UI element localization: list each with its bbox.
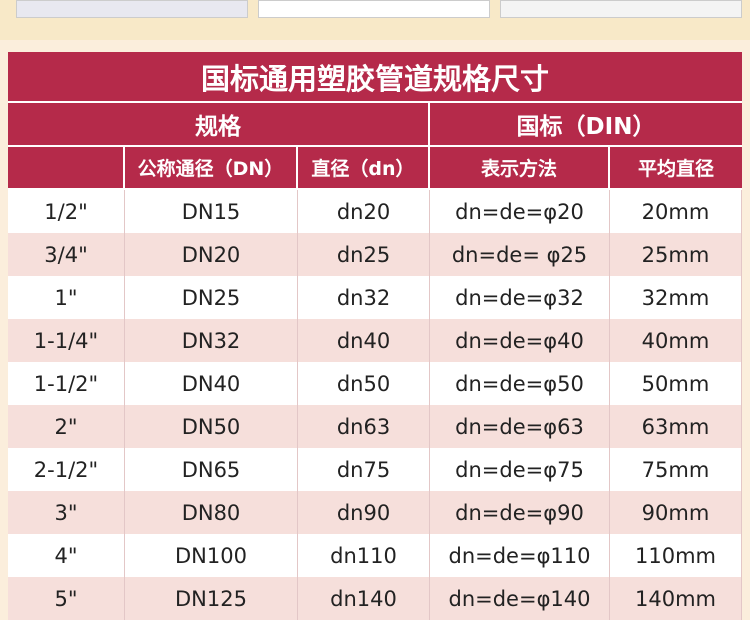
table-row: 1-1/2" DN40 dn50 dn=de=φ50 50mm: [8, 362, 742, 405]
table-cell: 5": [8, 577, 125, 620]
table-cell: dn90: [298, 491, 430, 534]
table-row: 2-1/2" DN65 dn75 dn=de=φ75 75mm: [8, 448, 742, 491]
table-cell: dn140: [298, 577, 430, 620]
image-strip: [0, 0, 750, 40]
table-cell: 1/2": [8, 190, 125, 233]
table-cell: DN50: [125, 405, 298, 448]
thumbnail: [16, 0, 248, 18]
table-cell: DN125: [125, 577, 298, 620]
table-cell: 90mm: [610, 491, 742, 534]
table-cell: dn=de=φ40: [430, 319, 610, 362]
table-cell: dn63: [298, 405, 430, 448]
header-cell: 规格: [8, 103, 430, 147]
subheader-row: 公称通径（DN） 直径（dn） 表示方法 平均直径: [8, 147, 742, 190]
table-cell: DN100: [125, 534, 298, 577]
table-cell: 32mm: [610, 276, 742, 319]
header-cell: 公称通径（DN）: [125, 147, 298, 190]
header-cell: 表示方法: [430, 147, 610, 190]
table-cell: 63mm: [610, 405, 742, 448]
table-cell: 1-1/2": [8, 362, 125, 405]
table-cell: dn32: [298, 276, 430, 319]
table-cell: dn=de=φ110: [430, 534, 610, 577]
table-cell: 3": [8, 491, 125, 534]
table-title: 国标通用塑胶管道规格尺寸: [8, 52, 742, 103]
table-cell: 140mm: [610, 577, 742, 620]
table-cell: dn=de=φ50: [430, 362, 610, 405]
table-cell: dn25: [298, 233, 430, 276]
table-row: 4" DN100 dn110 dn=de=φ110 110mm: [8, 534, 742, 577]
table-cell: dn=de=φ32: [430, 276, 610, 319]
header-row: 规格 国标（DIN）: [8, 103, 742, 147]
table-body: 1/2" DN15 dn20 dn=de=φ20 20mm 3/4" DN20 dn25 dn=…: [8, 190, 742, 620]
table-cell: 40mm: [610, 319, 742, 362]
thumbnail: [500, 0, 742, 18]
table-cell: 50mm: [610, 362, 742, 405]
table-cell: DN80: [125, 491, 298, 534]
table-cell: 1": [8, 276, 125, 319]
table-cell: 110mm: [610, 534, 742, 577]
table-cell: dn=de= φ25: [430, 233, 610, 276]
thumbnail: [258, 0, 490, 18]
table-cell: DN15: [125, 190, 298, 233]
table-cell: dn=de=φ20: [430, 190, 610, 233]
table-cell: dn110: [298, 534, 430, 577]
table-cell: DN65: [125, 448, 298, 491]
table-cell: DN40: [125, 362, 298, 405]
table-row: 5" DN125 dn140 dn=de=φ140 140mm: [8, 577, 742, 620]
table-cell: DN20: [125, 233, 298, 276]
table-cell: dn=de=φ63: [430, 405, 610, 448]
header-cell: 平均直径: [610, 147, 742, 190]
table-cell: dn40: [298, 319, 430, 362]
table-cell: 20mm: [610, 190, 742, 233]
table-row: 3" DN80 dn90 dn=de=φ90 90mm: [8, 491, 742, 534]
table-cell: 75mm: [610, 448, 742, 491]
table-row: 1" DN25 dn32 dn=de=φ32 32mm: [8, 276, 742, 319]
table-cell: 3/4": [8, 233, 125, 276]
table-cell: DN32: [125, 319, 298, 362]
header-cell: 直径（dn）: [298, 147, 430, 190]
table-cell: dn=de=φ90: [430, 491, 610, 534]
table-cell: 4": [8, 534, 125, 577]
table-cell: 2-1/2": [8, 448, 125, 491]
header-cell: 国标（DIN）: [430, 103, 742, 147]
table-cell: dn50: [298, 362, 430, 405]
table-row: 2" DN50 dn63 dn=de=φ63 63mm: [8, 405, 742, 448]
table-cell: DN25: [125, 276, 298, 319]
table-cell: dn75: [298, 448, 430, 491]
spec-table: 国标通用塑胶管道规格尺寸 规格 国标（DIN） 公称通径（DN） 直径（dn） …: [8, 52, 742, 620]
table-cell: 1-1/4": [8, 319, 125, 362]
table-row: 1/2" DN15 dn20 dn=de=φ20 20mm: [8, 190, 742, 233]
table-cell: 2": [8, 405, 125, 448]
table-cell: 25mm: [610, 233, 742, 276]
table-cell: dn=de=φ75: [430, 448, 610, 491]
table-row: 3/4" DN20 dn25 dn=de= φ25 25mm: [8, 233, 742, 276]
table-row: 1-1/4" DN32 dn40 dn=de=φ40 40mm: [8, 319, 742, 362]
table-cell: dn20: [298, 190, 430, 233]
table-cell: dn=de=φ140: [430, 577, 610, 620]
header-cell: [8, 147, 125, 190]
